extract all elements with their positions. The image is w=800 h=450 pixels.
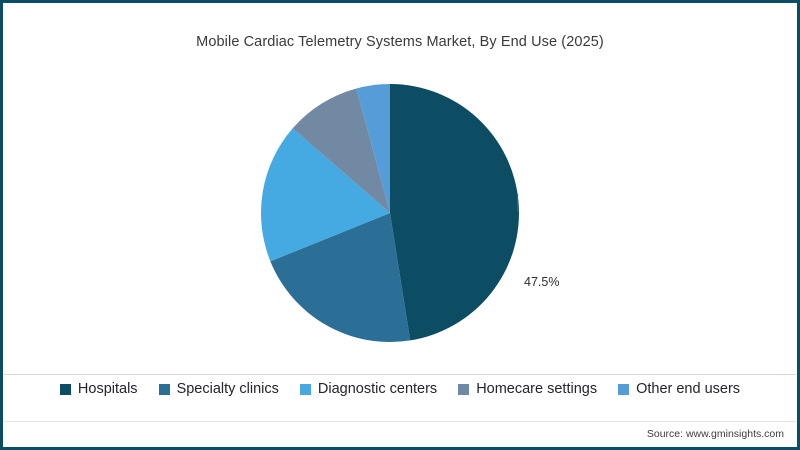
legend-swatch-icon (299, 383, 311, 395)
pie-chart-svg (260, 84, 519, 342)
legend-item-specialty-clinics[interactable]: Specialty clinics (158, 381, 279, 397)
legend-item-other-end-users[interactable]: Other end users (618, 382, 740, 397)
pie-slice-other-end-users[interactable] (356, 84, 390, 213)
legend-item-diagnostic-centers[interactable]: Diagnostic centers (299, 381, 438, 397)
legend-item-hospitals[interactable]: Hospitals (59, 381, 138, 397)
hospitals-percentage-label: 47.5% (524, 275, 560, 289)
page-title: Mobile Cardiac Telemetry Systems Market,… (196, 34, 604, 50)
legend-swatch-icon (59, 383, 71, 395)
legend-swatch-icon (158, 383, 170, 395)
legend-item-label: Diagnostic centers (317, 381, 438, 397)
chart-legend: Hospitals Specialty clinics Diagnostic cen… (0, 382, 800, 397)
pie-slice-homecare-settings[interactable] (292, 88, 390, 213)
pie-slice-hospitals[interactable] (390, 84, 519, 341)
source-divider (4, 421, 796, 422)
legend-item-label: Homecare settings (476, 381, 598, 397)
legend-item-label: Hospitals (77, 381, 138, 397)
legend-item-label: Other end users (636, 381, 741, 397)
legend-swatch-icon (618, 383, 630, 395)
legend-item-label: Specialty clinics (176, 381, 279, 397)
pie-slice-group (260, 84, 519, 342)
pie-chart-plot-area: 47.5% (3, 60, 797, 360)
legend-swatch-icon (458, 383, 470, 395)
pie-slice-diagnostic-centers[interactable] (260, 128, 390, 262)
pie-slice-specialty-clinics[interactable] (270, 213, 411, 342)
legend-divider (4, 374, 796, 375)
legend-item-homecare-settings[interactable]: Homecare settings (458, 382, 597, 397)
source-attribution: Source: www.gminsights.com (646, 428, 784, 440)
